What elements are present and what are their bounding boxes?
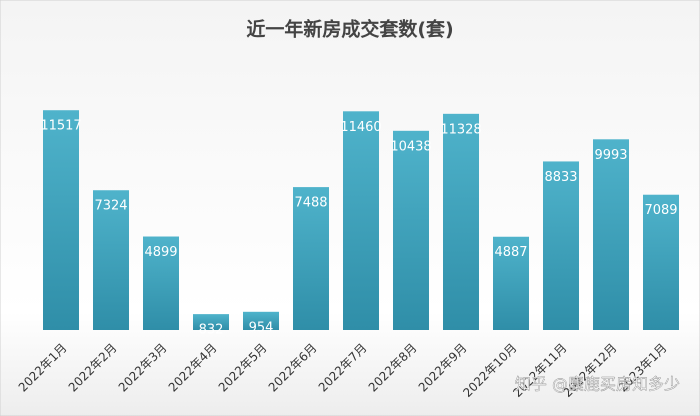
value-label: 7324 (94, 199, 127, 214)
chart-title: 近一年新房成交套数(套) (246, 18, 453, 41)
value-label: 7488 (294, 196, 327, 211)
value-label: 954 (249, 320, 274, 335)
watermark: 知乎 @麋鹿买房知多少 (515, 375, 680, 394)
bar (493, 236, 529, 330)
bar (393, 130, 429, 330)
value-label: 832 (199, 323, 224, 338)
value-label: 7089 (644, 203, 677, 218)
bar (443, 113, 479, 330)
bar (293, 187, 329, 330)
bar (93, 190, 129, 330)
value-label: 8833 (544, 170, 577, 185)
bar (143, 236, 179, 330)
bar (543, 161, 579, 330)
value-label: 11328 (440, 122, 481, 137)
bar (43, 110, 79, 330)
bar (193, 314, 229, 330)
value-label: 11517 (40, 119, 81, 134)
value-label: 4899 (144, 245, 177, 260)
bar (643, 194, 679, 330)
bar (243, 311, 279, 330)
bar (343, 111, 379, 331)
value-label: 9993 (594, 148, 627, 163)
value-label: 10438 (390, 139, 431, 154)
bar (593, 139, 629, 330)
value-label: 4887 (494, 245, 527, 260)
value-label: 11460 (340, 120, 381, 135)
